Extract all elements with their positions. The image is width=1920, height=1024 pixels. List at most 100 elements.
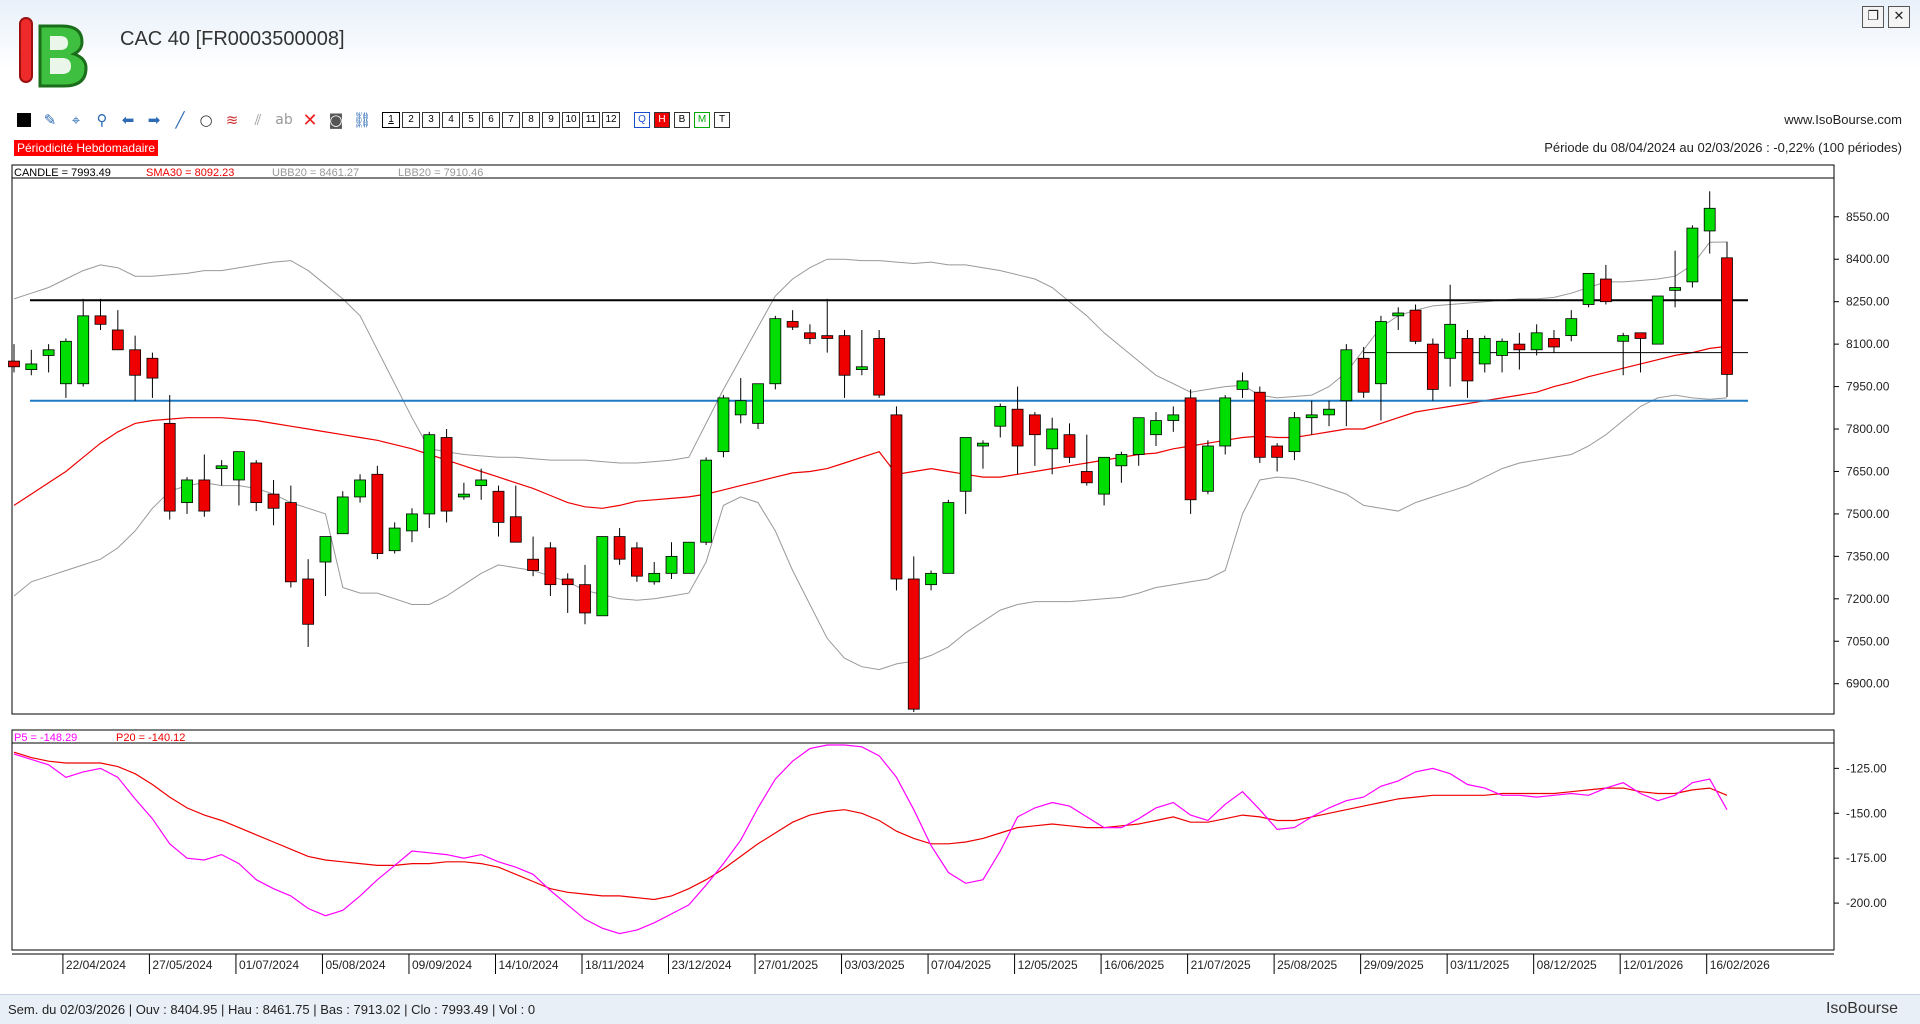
hierarchy-icon[interactable]: ⛓	[352, 111, 372, 129]
indicator-icon[interactable]: ≋	[225, 111, 239, 129]
x-tick-label: 27/05/2024	[152, 958, 212, 972]
x-tick-label: 05/08/2024	[325, 958, 385, 972]
candle-body	[873, 338, 886, 396]
candle-body	[354, 479, 366, 498]
crosshair-icon[interactable]: ⌖	[71, 111, 81, 129]
candle-body	[527, 558, 539, 571]
candle-body	[1444, 323, 1457, 359]
candle-body	[838, 335, 851, 376]
candle-body	[1080, 471, 1093, 484]
candle-body	[1132, 417, 1145, 455]
candle-body	[1426, 343, 1439, 390]
brand-label: IsoBourse	[1825, 1000, 1898, 1017]
sub-y-tick-label: -200.00	[1846, 896, 1887, 910]
candle-body	[1392, 312, 1405, 317]
x-tick-label: 25/08/2025	[1277, 958, 1337, 972]
candle-body	[1098, 456, 1110, 495]
number-button-4[interactable]: 4	[442, 112, 460, 128]
candle-body	[1496, 340, 1508, 356]
candle-body	[1513, 343, 1526, 351]
candle-body	[1184, 397, 1197, 501]
candle-body	[1461, 338, 1474, 382]
toolbar: ✎ ⌖ ⚲ ⬅ ➡ ╱ ○ ≋ ⫽ ab ✕ ◙ ⛓ 1 2 3 4 5 6 7 8 9 10 11…	[14, 108, 730, 132]
candle-body	[129, 349, 142, 376]
period-button-T[interactable]: T	[714, 112, 730, 128]
candle-body	[613, 536, 626, 560]
candle-body	[994, 405, 1007, 427]
candle-body	[1686, 227, 1699, 283]
candle-body	[1046, 428, 1059, 450]
period-button-M[interactable]: M	[694, 112, 710, 128]
number-button-3[interactable]: 3	[422, 112, 440, 128]
close-icon[interactable]: ✕	[1888, 6, 1910, 28]
candle-body	[631, 547, 643, 577]
candle-body	[682, 541, 695, 574]
x-tick-label: 23/12/2024	[672, 958, 732, 972]
number-button-8[interactable]: 8	[522, 112, 540, 128]
candle-body	[821, 335, 834, 339]
arrow-left-icon[interactable]: ⬅	[121, 111, 135, 129]
chart-area[interactable]: CANDLE = 7993.49 SMA30 = 8092.23 UBB20 = 8…	[0, 160, 1920, 994]
circle-icon[interactable]: ○	[199, 111, 213, 129]
number-button-7[interactable]: 7	[502, 112, 520, 128]
window-title: CAC 40 [FR0003500008]	[120, 28, 345, 50]
period-button-Q[interactable]: Q	[634, 112, 650, 128]
candle-body	[267, 493, 280, 509]
candle-body	[146, 357, 159, 379]
sub-y-tick-label: -125.00	[1846, 761, 1887, 775]
x-tick-label: 08/12/2025	[1537, 958, 1597, 972]
candle-body	[181, 479, 193, 503]
candle-body	[423, 434, 436, 515]
fan-icon[interactable]: ⫽	[254, 111, 262, 129]
x-tick-label: 22/04/2024	[66, 958, 126, 972]
candle-body	[302, 578, 315, 625]
site-link[interactable]: www.IsoBourse.com	[1784, 112, 1902, 127]
arrow-right-icon[interactable]: ➡	[147, 111, 161, 129]
candle-body	[42, 349, 55, 356]
restore-icon[interactable]: ❐	[1862, 6, 1884, 28]
x-tick-label: 01/07/2024	[239, 958, 299, 972]
candle-body	[700, 459, 713, 543]
number-button-6[interactable]: 6	[482, 112, 500, 128]
zoom-icon[interactable]: ⚲	[96, 111, 108, 129]
color-square-icon[interactable]	[14, 110, 34, 130]
main-panel-frame	[11, 164, 1835, 715]
number-button-10[interactable]: 10	[562, 112, 580, 128]
number-button-12[interactable]: 12	[602, 112, 620, 128]
candle-body	[1409, 309, 1422, 342]
candle-body	[1219, 397, 1232, 447]
candle-body	[509, 516, 522, 543]
candle-body	[786, 321, 799, 328]
candle-body	[544, 547, 557, 586]
candle-body	[1651, 295, 1664, 345]
pen-icon[interactable]: ✎	[43, 111, 57, 129]
series-ubb20	[13, 241, 1728, 464]
number-button-11[interactable]: 11	[582, 112, 600, 128]
candle-body	[8, 360, 20, 368]
delete-icon[interactable]: ✕	[302, 109, 318, 131]
y-tick-label: 7650.00	[1846, 464, 1890, 478]
x-tick-label: 07/04/2025	[931, 958, 991, 972]
y-tick-label: 7050.00	[1846, 634, 1890, 648]
camera-icon[interactable]: ◙	[328, 111, 344, 129]
series-p5	[13, 744, 1728, 935]
number-button-9[interactable]: 9	[542, 112, 560, 128]
candle-body	[890, 414, 903, 580]
series-sma30	[13, 345, 1728, 509]
candle-body	[1703, 207, 1716, 232]
text-icon[interactable]: ab	[275, 112, 293, 128]
candle-body	[804, 332, 816, 339]
period-button-H[interactable]: H	[654, 112, 670, 128]
candle-body	[1115, 454, 1128, 467]
isobourse-logo	[19, 17, 88, 88]
number-button-1[interactable]: 1	[382, 112, 400, 128]
candle-body	[734, 400, 747, 416]
period-button-B[interactable]: B	[674, 112, 690, 128]
number-button-2[interactable]: 2	[402, 112, 420, 128]
candle-body	[1028, 414, 1041, 436]
candle-body	[925, 572, 937, 586]
candle-body	[163, 422, 176, 512]
line-icon[interactable]: ╱	[175, 111, 185, 129]
number-button-5[interactable]: 5	[462, 112, 480, 128]
